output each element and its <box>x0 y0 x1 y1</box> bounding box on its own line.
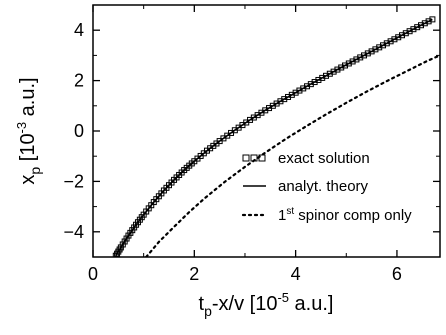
data-point <box>425 18 432 25</box>
x-tick-label: 0 <box>88 264 98 284</box>
x-tick-label: 6 <box>392 264 402 284</box>
legend: exact solution analyt. theory 1st spinor c… <box>241 150 412 224</box>
series-2 <box>115 18 433 257</box>
data-point <box>414 24 421 31</box>
legend-label: analyt. theory <box>278 178 369 195</box>
axes: 0 2 4 6 −4 −2 0 2 4 <box>63 4 441 284</box>
series-1 <box>112 16 436 257</box>
x-tick-label: 4 <box>291 264 301 284</box>
y-tick-label: 2 <box>74 71 84 91</box>
y-tick-label: 0 <box>74 121 84 141</box>
data-point <box>421 20 428 27</box>
y-axis-title: xp [10-3 a.u.] <box>14 77 43 184</box>
axis-titles: tp-x/v [10-5 a.u.] xp [10-3 a.u.] <box>14 77 333 319</box>
series-line <box>115 18 433 257</box>
data-point <box>429 16 436 23</box>
data-point <box>418 22 425 29</box>
legend-marker <box>258 154 266 162</box>
x-axis-title: tp-x/v [10-5 a.u.] <box>199 290 334 319</box>
series-line <box>145 54 440 257</box>
legend-marker <box>250 154 258 162</box>
series-layer <box>112 16 440 257</box>
legend-marker <box>242 154 250 162</box>
y-tick-label: −4 <box>63 222 84 242</box>
legend-label: 1st spinor comp only <box>278 206 412 224</box>
y-tick-label: 4 <box>74 20 84 40</box>
y-tick-label: −2 <box>63 171 84 191</box>
series-3 <box>145 54 440 257</box>
legend-label: exact solution <box>278 150 370 167</box>
x-tick-label: 2 <box>189 264 199 284</box>
